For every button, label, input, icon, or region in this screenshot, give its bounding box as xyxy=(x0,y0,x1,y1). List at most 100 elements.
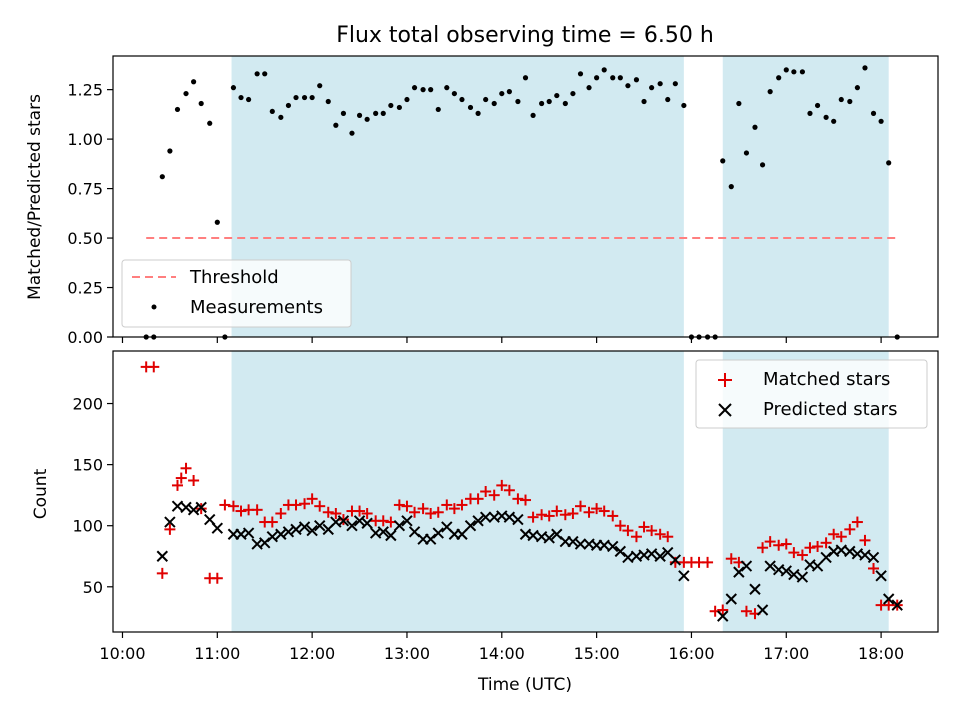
measurement-point xyxy=(333,122,339,128)
matched-star-marker xyxy=(646,525,658,537)
matched-star-marker xyxy=(488,489,500,501)
marker-stroke xyxy=(740,560,753,572)
predicted-star-marker xyxy=(187,504,200,516)
measurement-point xyxy=(831,118,837,124)
marker-stroke xyxy=(408,526,421,538)
predicted-star-marker xyxy=(543,532,555,544)
marker-stroke xyxy=(844,545,856,558)
measurement-point xyxy=(649,85,655,91)
marker-stroke xyxy=(290,523,302,536)
measurement-point xyxy=(570,90,576,97)
predicted-star-marker xyxy=(195,501,207,514)
predicted-star-marker xyxy=(353,515,366,527)
measurement-point xyxy=(404,96,410,103)
predicted-star-marker xyxy=(456,528,468,540)
y-tick-label: 1.00 xyxy=(67,130,103,149)
bottom-legend: Matched stars Predicted stars xyxy=(695,359,928,429)
marker-stroke xyxy=(875,570,887,582)
marker-stroke xyxy=(306,524,318,537)
measurement-point xyxy=(617,75,623,81)
matched-star-marker xyxy=(773,539,785,551)
matched-star-marker xyxy=(835,531,847,543)
marker-stroke xyxy=(764,560,776,572)
measurement-point xyxy=(823,114,829,120)
measurement-point xyxy=(838,96,844,103)
measurement-point xyxy=(191,79,197,85)
y-tick-label: 200 xyxy=(72,395,103,414)
predicted-star-marker xyxy=(156,550,169,562)
x-tick-label: 16:00 xyxy=(668,644,714,663)
marker-stroke xyxy=(479,511,492,523)
measurement-point xyxy=(174,106,181,113)
measurement-point xyxy=(340,110,347,116)
bottom-panel: 50 100 150 200 10:00 11:00 12:00 13:00 14:00 15:… xyxy=(31,350,939,695)
marker-stroke xyxy=(464,520,477,532)
measurement-point xyxy=(681,102,687,109)
predicted-star-marker xyxy=(764,560,776,572)
y-axis-label-count: Count xyxy=(31,468,51,519)
matched-star-marker xyxy=(164,523,176,535)
marker-stroke xyxy=(551,528,563,540)
measurement-point xyxy=(285,102,292,109)
matched-star-marker xyxy=(764,536,776,548)
legend-threshold-label: Threshold xyxy=(189,267,279,288)
matched-star-marker xyxy=(780,538,792,550)
y-tick-label: 0.00 xyxy=(67,328,103,347)
measurement-point xyxy=(207,120,213,126)
predicted-star-marker xyxy=(314,520,326,532)
marker-stroke xyxy=(788,568,800,581)
marker-stroke xyxy=(827,545,840,558)
x-tick-label: 12:00 xyxy=(289,644,335,663)
measurement-point xyxy=(807,110,813,116)
x-tick-label: 15:00 xyxy=(574,644,620,663)
measurement-point xyxy=(467,104,474,111)
matched-star-marker xyxy=(796,549,808,561)
matched-star-marker xyxy=(812,540,824,552)
predicted-star-marker xyxy=(275,528,287,540)
predicted-star-marker xyxy=(867,551,880,564)
matched-star-marker xyxy=(235,505,247,517)
marker-stroke xyxy=(195,501,207,514)
measurement-point xyxy=(594,75,600,81)
measurement-point xyxy=(743,150,750,156)
matched-star-marker xyxy=(456,499,468,511)
matched-star-marker xyxy=(575,500,586,512)
matched-star-marker xyxy=(401,500,413,512)
predicted-star-marker xyxy=(479,511,492,523)
marker-stroke xyxy=(204,513,216,526)
top-legend-box xyxy=(121,259,352,328)
predicted-star-marker xyxy=(614,545,627,558)
x-tick-label: 18:00 xyxy=(858,644,904,663)
predicted-star-marker xyxy=(472,515,484,527)
measurement-point xyxy=(238,94,244,101)
matched-star-marker xyxy=(156,567,168,579)
predicted-star-marker xyxy=(337,515,350,527)
measurement-point xyxy=(720,158,726,164)
matched-star-marker xyxy=(614,520,626,532)
measurement-point xyxy=(783,67,789,73)
bottom-axes-frame xyxy=(112,350,939,633)
matched-star-marker xyxy=(361,507,373,519)
y-tick-label: 100 xyxy=(72,517,103,536)
predicted-star-marker xyxy=(464,520,477,532)
legend-measurements-label: Measurements xyxy=(190,297,323,318)
x-tick-label: 11:00 xyxy=(194,644,240,663)
measurement-point xyxy=(167,148,173,154)
predicted-star-marker xyxy=(266,530,279,543)
measurement-point xyxy=(586,85,592,91)
marker-stroke xyxy=(385,529,397,542)
measurement-point xyxy=(420,87,426,93)
y-tick-label: 150 xyxy=(72,456,103,475)
matched-star-marker xyxy=(868,562,880,574)
matched-star-marker xyxy=(377,515,389,527)
measurement-point xyxy=(364,116,370,122)
predicted-star-marker xyxy=(574,538,587,550)
y-tick-label: 0.25 xyxy=(67,279,103,298)
predicted-stars-markers xyxy=(156,500,903,622)
observing-band xyxy=(231,351,684,632)
predicted-star-marker xyxy=(788,568,800,581)
matched-star-marker xyxy=(607,510,619,522)
x-axis-label: Time (UTC) xyxy=(477,675,572,695)
matched-star-marker xyxy=(393,499,405,511)
predicted-star-marker xyxy=(424,533,437,545)
